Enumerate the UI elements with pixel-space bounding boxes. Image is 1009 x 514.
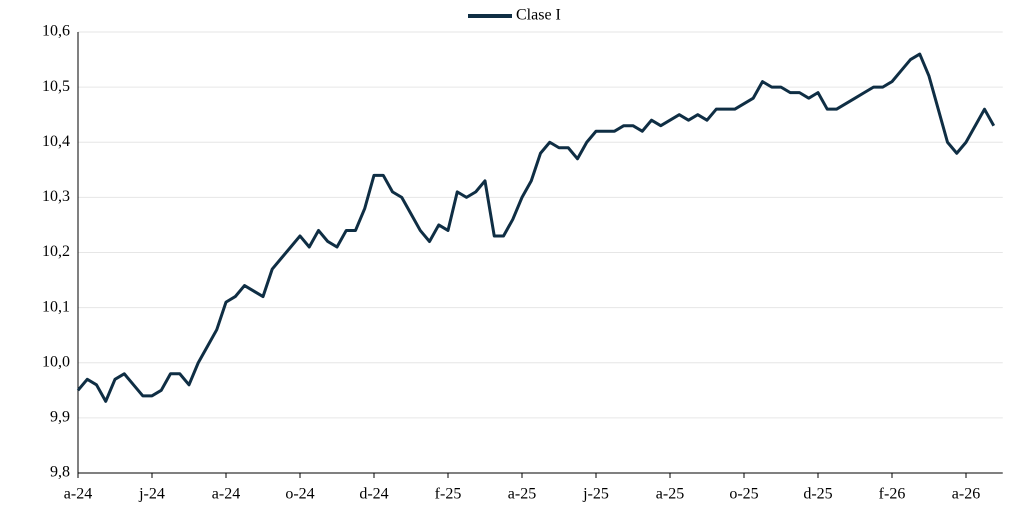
x-tick-label: o-24 bbox=[285, 486, 314, 503]
legend-label: Clase I bbox=[516, 7, 561, 24]
y-tick-label: 10,2 bbox=[42, 243, 70, 260]
x-tick-label: a-24 bbox=[212, 486, 240, 503]
x-tick-label: f-25 bbox=[435, 486, 462, 503]
y-tick-label: 10,0 bbox=[42, 353, 70, 370]
line bbox=[76, 52, 996, 403]
x-tick-label: j-25 bbox=[582, 486, 609, 503]
y-tick-label: 10,1 bbox=[42, 298, 70, 315]
x-tick-label: a-24 bbox=[64, 486, 92, 503]
y-tick-label: 10,5 bbox=[42, 78, 70, 95]
y-tick-label: 10,3 bbox=[42, 188, 70, 205]
x-tick-label: o-25 bbox=[729, 486, 758, 503]
y-tick-label: 10,6 bbox=[42, 23, 70, 40]
x-tick-label: d-24 bbox=[359, 486, 388, 503]
x-tick-label: a-25 bbox=[656, 486, 684, 503]
x-tick-label: a-26 bbox=[952, 486, 980, 503]
x-tick-label: f-26 bbox=[879, 486, 906, 503]
y-tick-label: 10,4 bbox=[42, 133, 70, 150]
x-tick-label: j-24 bbox=[138, 486, 165, 503]
y-tick-label: 9,8 bbox=[50, 464, 70, 481]
x-tick-label: d-25 bbox=[803, 486, 832, 503]
y-tick-label: 9,9 bbox=[50, 409, 70, 426]
x-tick-label: a-25 bbox=[508, 486, 536, 503]
